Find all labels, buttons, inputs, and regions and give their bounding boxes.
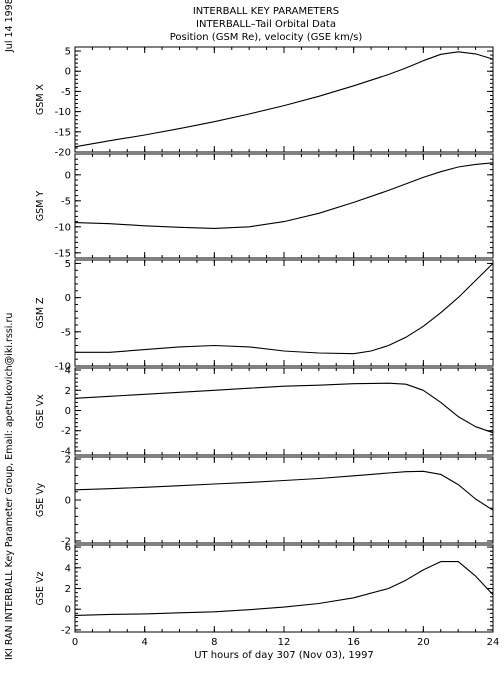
- panel-1: -15 -10 -5 0 GSM Y: [35, 153, 494, 259]
- panel-y-label: GSM Z: [35, 297, 46, 329]
- panel-frame: [74, 153, 494, 259]
- y-tick-label: 2: [65, 386, 71, 397]
- y-tick-label: 0: [65, 67, 71, 78]
- series-line: [74, 561, 494, 616]
- y-tick-label: 2: [65, 584, 71, 595]
- y-tick-label: -5: [61, 196, 71, 207]
- x-tick-label: 24: [487, 637, 500, 648]
- y-tick-label: 0: [65, 496, 71, 507]
- y-tick-label: -2: [61, 625, 71, 636]
- panel-5: -2 0 2 4 6 GSE Vz: [35, 543, 494, 636]
- title-line-2: INTERBALL–Tail Orbital Data: [196, 19, 336, 30]
- y-tick-label: 5: [65, 259, 71, 270]
- x-tick-label: 20: [417, 637, 430, 648]
- panel-4: -2 0 2 GSE Vy: [35, 455, 494, 547]
- y-tick-label: 5: [65, 47, 71, 58]
- y-tick-label: -2: [61, 426, 71, 437]
- title-line-3: Position (GSM Re), velocity (GSE km/s): [170, 32, 363, 43]
- y-tick-label: -2: [61, 536, 71, 547]
- series-line: [74, 382, 494, 434]
- y-tick-label: 2: [65, 455, 71, 466]
- y-tick-label: 0: [65, 170, 71, 181]
- panel-y-label: GSE Vy: [35, 482, 46, 517]
- y-tick-label: -20: [55, 148, 71, 159]
- x-tick-label: 4: [141, 637, 147, 648]
- y-tick-label: 6: [65, 543, 71, 554]
- y-tick-label: -4: [61, 446, 71, 457]
- y-tick-label: 0: [65, 293, 71, 304]
- y-tick-label: -10: [55, 362, 71, 373]
- series-line: [74, 162, 494, 229]
- y-tick-label: 4: [65, 366, 71, 377]
- panel-2: -10 -5 0 5 GSM Z: [35, 259, 494, 373]
- panel-3: -4 -2 0 2 4 GSE Vx: [35, 366, 494, 457]
- y-tick-label: -5: [61, 327, 71, 338]
- panel-y-label: GSM Y: [35, 191, 46, 222]
- panel-frame: [74, 367, 494, 456]
- panel-frame: [74, 544, 494, 633]
- panel-frame: [74, 456, 494, 544]
- y-tick-label: -10: [55, 107, 71, 118]
- panel-y-label: GSE Vz: [35, 572, 46, 606]
- series-line: [75, 263, 494, 355]
- panel-y-label: GSM X: [35, 83, 46, 115]
- x-axis-label: UT hours of day 307 (Nov 03), 1997: [194, 650, 374, 661]
- y-tick-label: 0: [65, 605, 71, 616]
- series-line: [74, 51, 494, 148]
- title-line-1: INTERBALL KEY PARAMETERS: [193, 6, 339, 17]
- date-label: Jul 14 1998: [4, 0, 15, 53]
- y-tick-label: 0: [65, 406, 71, 417]
- y-tick-label: -10: [55, 222, 71, 233]
- x-tick-label: 8: [211, 637, 217, 648]
- y-tick-label: -15: [55, 248, 71, 259]
- credit-text: IKI RAN INTERBALL Key Parameter Group, E…: [4, 313, 15, 660]
- y-tick-label: -15: [55, 127, 71, 138]
- series-line: [74, 470, 494, 511]
- x-tick-label: 16: [347, 637, 360, 648]
- x-tick-label: 12: [278, 637, 291, 648]
- y-tick-label: -5: [61, 87, 71, 98]
- panel-y-label: GSE Vx: [35, 394, 46, 429]
- panel-0: -20 -15 -10 -5 0 5 GSM X: [35, 46, 494, 159]
- y-tick-label: 4: [65, 563, 71, 574]
- x-tick-label: 0: [72, 637, 78, 648]
